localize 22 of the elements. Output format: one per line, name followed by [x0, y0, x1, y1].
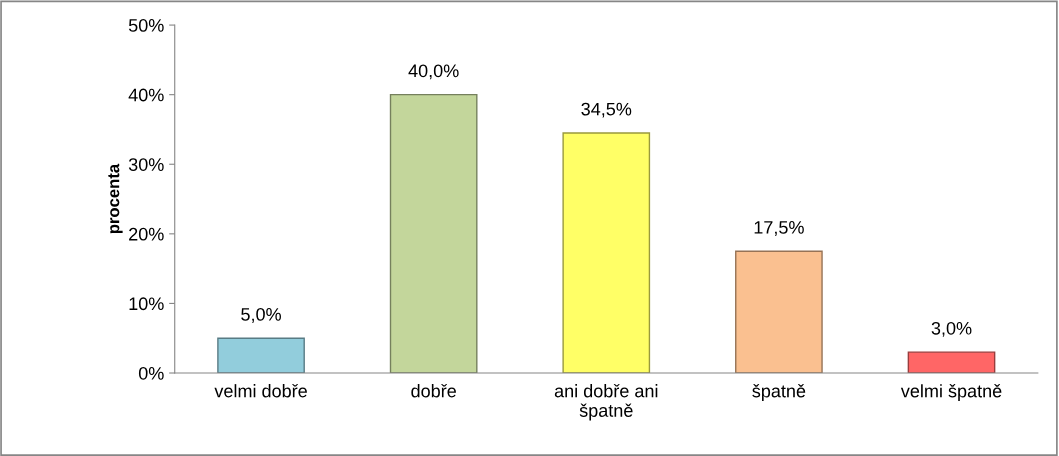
x-tick-label: velmi dobře — [214, 384, 307, 398]
bar — [735, 250, 823, 374]
data-label: 5,0% — [241, 307, 281, 323]
bar — [217, 337, 305, 374]
y-tick-label: 20% — [129, 227, 164, 241]
bar — [907, 351, 996, 374]
y-tick-label: 40% — [128, 88, 164, 102]
x-tick-label: ani dobře ani špatně — [554, 384, 658, 421]
data-label: 34,5% — [581, 102, 632, 118]
data-label: 3,0% — [931, 321, 972, 337]
x-tick-label: špatně — [752, 384, 806, 402]
y-tick-label: 50% — [128, 19, 164, 32]
bar — [389, 93, 478, 374]
data-label: 17,5% — [754, 221, 804, 236]
y-tick-label: 0% — [138, 366, 164, 380]
data-label: 40,0% — [408, 64, 459, 80]
y-tick-label: 30% — [128, 158, 164, 171]
y-axis-title: procenta — [108, 163, 123, 234]
x-tick-label: dobře — [411, 384, 456, 398]
x-tick-label: velmi špatně — [900, 384, 1002, 402]
bar — [562, 132, 651, 374]
y-tick-label: 10% — [129, 297, 164, 311]
